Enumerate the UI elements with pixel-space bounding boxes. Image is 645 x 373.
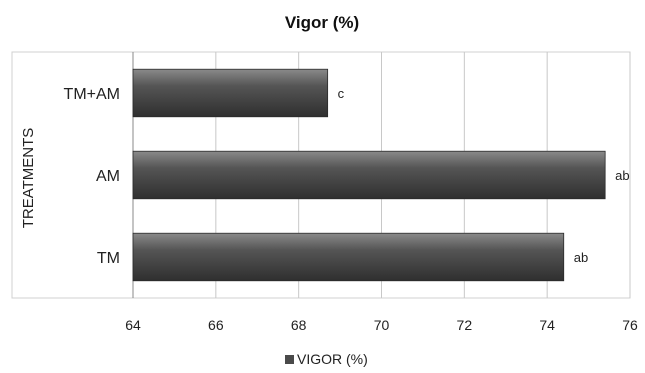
- x-tick-label: 66: [208, 317, 224, 333]
- legend: VIGOR (%): [285, 351, 368, 367]
- legend-swatch: [285, 355, 294, 364]
- bars: c ab ab: [132, 68, 630, 282]
- data-label: c: [338, 86, 345, 101]
- category-labels: TM+AM AM TM: [64, 86, 120, 267]
- bar: [132, 150, 606, 200]
- bar: [132, 68, 329, 118]
- x-tick-label: 64: [125, 317, 141, 333]
- x-tick-label: 72: [457, 317, 473, 333]
- x-tick-labels: 64 66 68 70 72 74 76: [125, 317, 638, 333]
- category-label: AM: [96, 168, 120, 185]
- chart-title: Vigor (%): [285, 13, 359, 32]
- x-tick-label: 70: [374, 317, 390, 333]
- y-axis-label: TREATMENTS: [20, 128, 37, 229]
- bar: [132, 232, 565, 282]
- data-label: ab: [574, 250, 588, 265]
- x-tick-label: 76: [622, 317, 638, 333]
- category-label: TM: [97, 250, 120, 267]
- x-tick-label: 68: [291, 317, 307, 333]
- legend-label: VIGOR (%): [297, 351, 368, 367]
- category-label: TM+AM: [64, 86, 120, 103]
- data-label: ab: [615, 168, 629, 183]
- x-tick-label: 74: [539, 317, 555, 333]
